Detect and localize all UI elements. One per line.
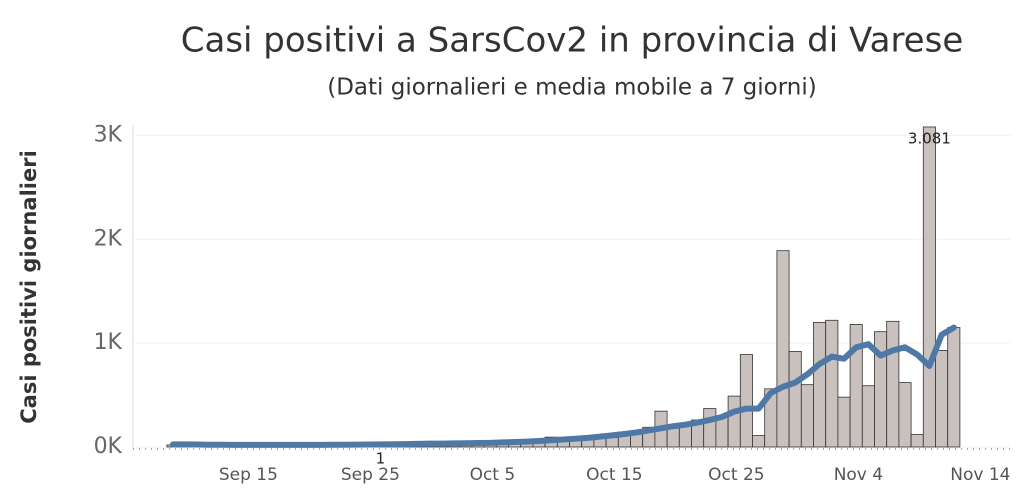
bar <box>777 251 789 447</box>
bar <box>899 383 911 447</box>
chart-title: Casi positivi a SarsCov2 in provincia di… <box>181 21 963 61</box>
bar <box>850 324 862 447</box>
bar <box>789 351 801 447</box>
y-tick-label: 1K <box>94 330 123 355</box>
chart-subtitle: (Dati giornalieri e media mobile a 7 gio… <box>327 75 817 101</box>
bar <box>936 350 948 447</box>
y-tick-label: 0K <box>94 434 123 459</box>
bar <box>716 417 728 447</box>
bar <box>887 321 899 447</box>
bar <box>911 435 923 447</box>
bar <box>814 322 826 447</box>
bar <box>801 385 813 447</box>
bar <box>838 397 850 447</box>
x-tick-label: Oct 5 <box>470 465 516 485</box>
bar <box>862 386 874 447</box>
bar <box>740 355 752 447</box>
data-label: 3.081 <box>908 129 951 147</box>
y-tick-label: 2K <box>94 226 123 251</box>
y-axis-title: Casi positivi giornalieri <box>17 150 41 424</box>
x-tick-label: Oct 25 <box>708 465 764 485</box>
x-tick-label: Nov 14 <box>950 465 1010 485</box>
x-tick-label: Sep 25 <box>341 465 400 485</box>
x-tick-label: Sep 15 <box>219 465 278 485</box>
bar <box>753 436 765 447</box>
data-label: 1 <box>376 449 386 467</box>
bar <box>826 320 838 447</box>
x-tick-label: Nov 4 <box>834 465 883 485</box>
x-tick-label: Oct 15 <box>586 465 642 485</box>
bar <box>606 438 618 447</box>
bar <box>728 396 740 447</box>
y-tick-label: 3K <box>94 122 123 147</box>
bar <box>923 127 935 447</box>
bar <box>704 409 716 447</box>
bar <box>948 328 960 447</box>
